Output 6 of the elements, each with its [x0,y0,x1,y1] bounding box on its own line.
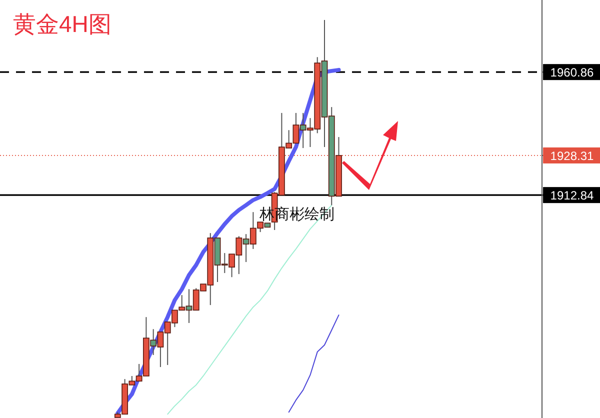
line-series [288,314,340,413]
y-tick-label: 1928.31 [550,148,594,163]
line-series [167,204,332,415]
y-tick-label: 1960.86 [550,66,594,80]
text: 黄金4H图 [13,11,112,37]
y-tick-label: 1912.84 [550,188,594,203]
